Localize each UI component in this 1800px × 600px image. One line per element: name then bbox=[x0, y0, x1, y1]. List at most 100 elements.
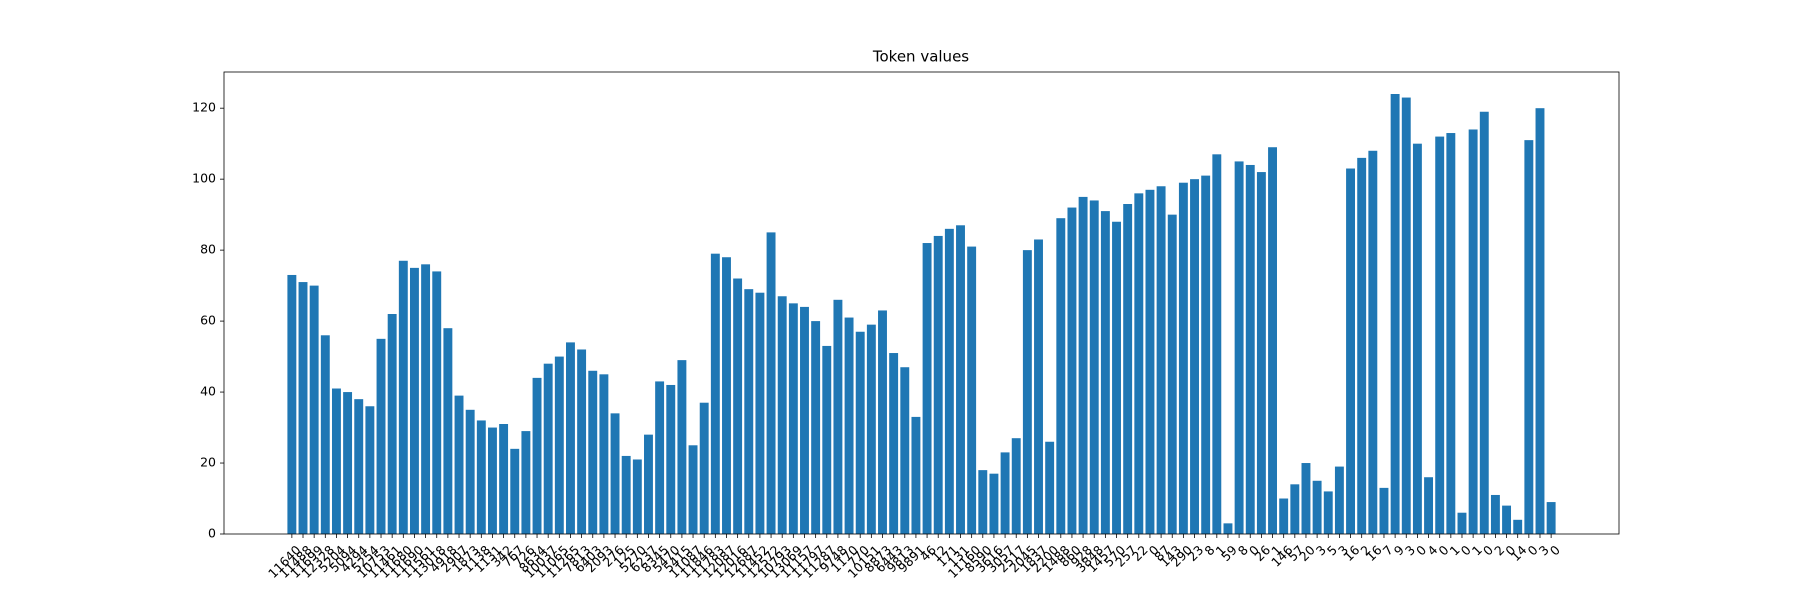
y-tick-label: 80 bbox=[200, 242, 216, 257]
bar bbox=[1011, 438, 1021, 534]
bar bbox=[844, 317, 854, 534]
bar bbox=[343, 392, 353, 534]
bar bbox=[744, 289, 754, 534]
bar bbox=[710, 253, 720, 534]
bar bbox=[900, 367, 910, 534]
bar bbox=[532, 377, 542, 534]
bar bbox=[811, 321, 821, 534]
bar bbox=[488, 427, 497, 534]
bar bbox=[510, 448, 520, 534]
bar bbox=[409, 267, 419, 534]
bar bbox=[621, 455, 631, 534]
bar bbox=[1100, 211, 1110, 534]
y-tick-label: 120 bbox=[192, 100, 216, 115]
y-tick-label: 0 bbox=[208, 526, 216, 541]
bar bbox=[1513, 519, 1523, 534]
bar bbox=[655, 381, 665, 534]
bar bbox=[577, 349, 587, 534]
bar bbox=[989, 473, 999, 534]
bar bbox=[298, 282, 308, 534]
bar bbox=[1468, 129, 1478, 534]
bar bbox=[1268, 147, 1277, 534]
bar bbox=[644, 434, 653, 534]
y-tick-label: 40 bbox=[200, 384, 216, 399]
bar bbox=[822, 345, 832, 534]
bar bbox=[677, 360, 687, 534]
bar bbox=[1034, 239, 1043, 534]
bar bbox=[1201, 175, 1211, 534]
bar bbox=[465, 409, 475, 534]
bar bbox=[1156, 186, 1166, 535]
y-tick-label: 20 bbox=[200, 455, 216, 470]
y-tick-label: 100 bbox=[192, 171, 216, 186]
bar bbox=[1479, 111, 1489, 534]
bar bbox=[1524, 140, 1534, 534]
bar bbox=[1067, 207, 1077, 534]
bar bbox=[1535, 108, 1545, 535]
bar bbox=[911, 416, 921, 534]
bar bbox=[766, 232, 776, 535]
bar bbox=[1078, 196, 1088, 534]
bar bbox=[331, 388, 341, 534]
bar bbox=[855, 331, 865, 534]
bar bbox=[1424, 477, 1434, 534]
bar bbox=[287, 274, 297, 534]
bar bbox=[543, 363, 553, 534]
bar bbox=[1056, 218, 1066, 534]
bar bbox=[666, 384, 676, 534]
plot-frame bbox=[223, 71, 1620, 535]
bar bbox=[1212, 154, 1222, 535]
bar bbox=[1000, 452, 1010, 534]
bar bbox=[610, 413, 620, 534]
bar bbox=[632, 459, 642, 534]
bar bbox=[1112, 221, 1121, 534]
bar bbox=[1346, 168, 1355, 535]
bar bbox=[1134, 193, 1144, 534]
bar bbox=[777, 296, 787, 534]
bar bbox=[1123, 204, 1133, 534]
bar bbox=[699, 402, 709, 534]
bar bbox=[800, 306, 809, 534]
bar bbox=[432, 271, 442, 534]
bar bbox=[1301, 463, 1311, 534]
bar bbox=[1357, 157, 1367, 534]
bar bbox=[1435, 136, 1445, 535]
bar bbox=[387, 314, 397, 534]
bar bbox=[1190, 179, 1199, 534]
bar bbox=[944, 228, 954, 534]
bar bbox=[688, 445, 698, 534]
bar bbox=[1279, 498, 1289, 534]
bar bbox=[1334, 466, 1344, 534]
bar bbox=[933, 235, 943, 534]
bar bbox=[1290, 484, 1300, 534]
bar bbox=[309, 285, 319, 534]
bar bbox=[354, 399, 364, 534]
bar bbox=[443, 328, 453, 534]
bar bbox=[398, 260, 408, 534]
bar bbox=[1223, 523, 1233, 534]
bar bbox=[788, 303, 798, 534]
bar bbox=[566, 342, 575, 534]
bar bbox=[889, 353, 899, 534]
bar bbox=[967, 246, 977, 535]
bar bbox=[1045, 441, 1055, 534]
bar bbox=[1546, 502, 1556, 534]
bar bbox=[476, 420, 486, 534]
bar bbox=[376, 338, 386, 534]
bar bbox=[1145, 189, 1155, 534]
bar bbox=[1379, 487, 1389, 534]
bar bbox=[599, 374, 609, 534]
bar bbox=[722, 257, 731, 534]
y-tick-label: 60 bbox=[200, 313, 216, 328]
bar bbox=[499, 424, 509, 534]
bar bbox=[1490, 494, 1500, 534]
bar bbox=[1256, 172, 1266, 534]
bar bbox=[978, 470, 988, 534]
bar bbox=[1323, 491, 1333, 534]
chart-title: Token values bbox=[872, 48, 969, 66]
bar bbox=[1022, 250, 1032, 534]
bar bbox=[1368, 150, 1378, 534]
bar bbox=[421, 264, 431, 534]
